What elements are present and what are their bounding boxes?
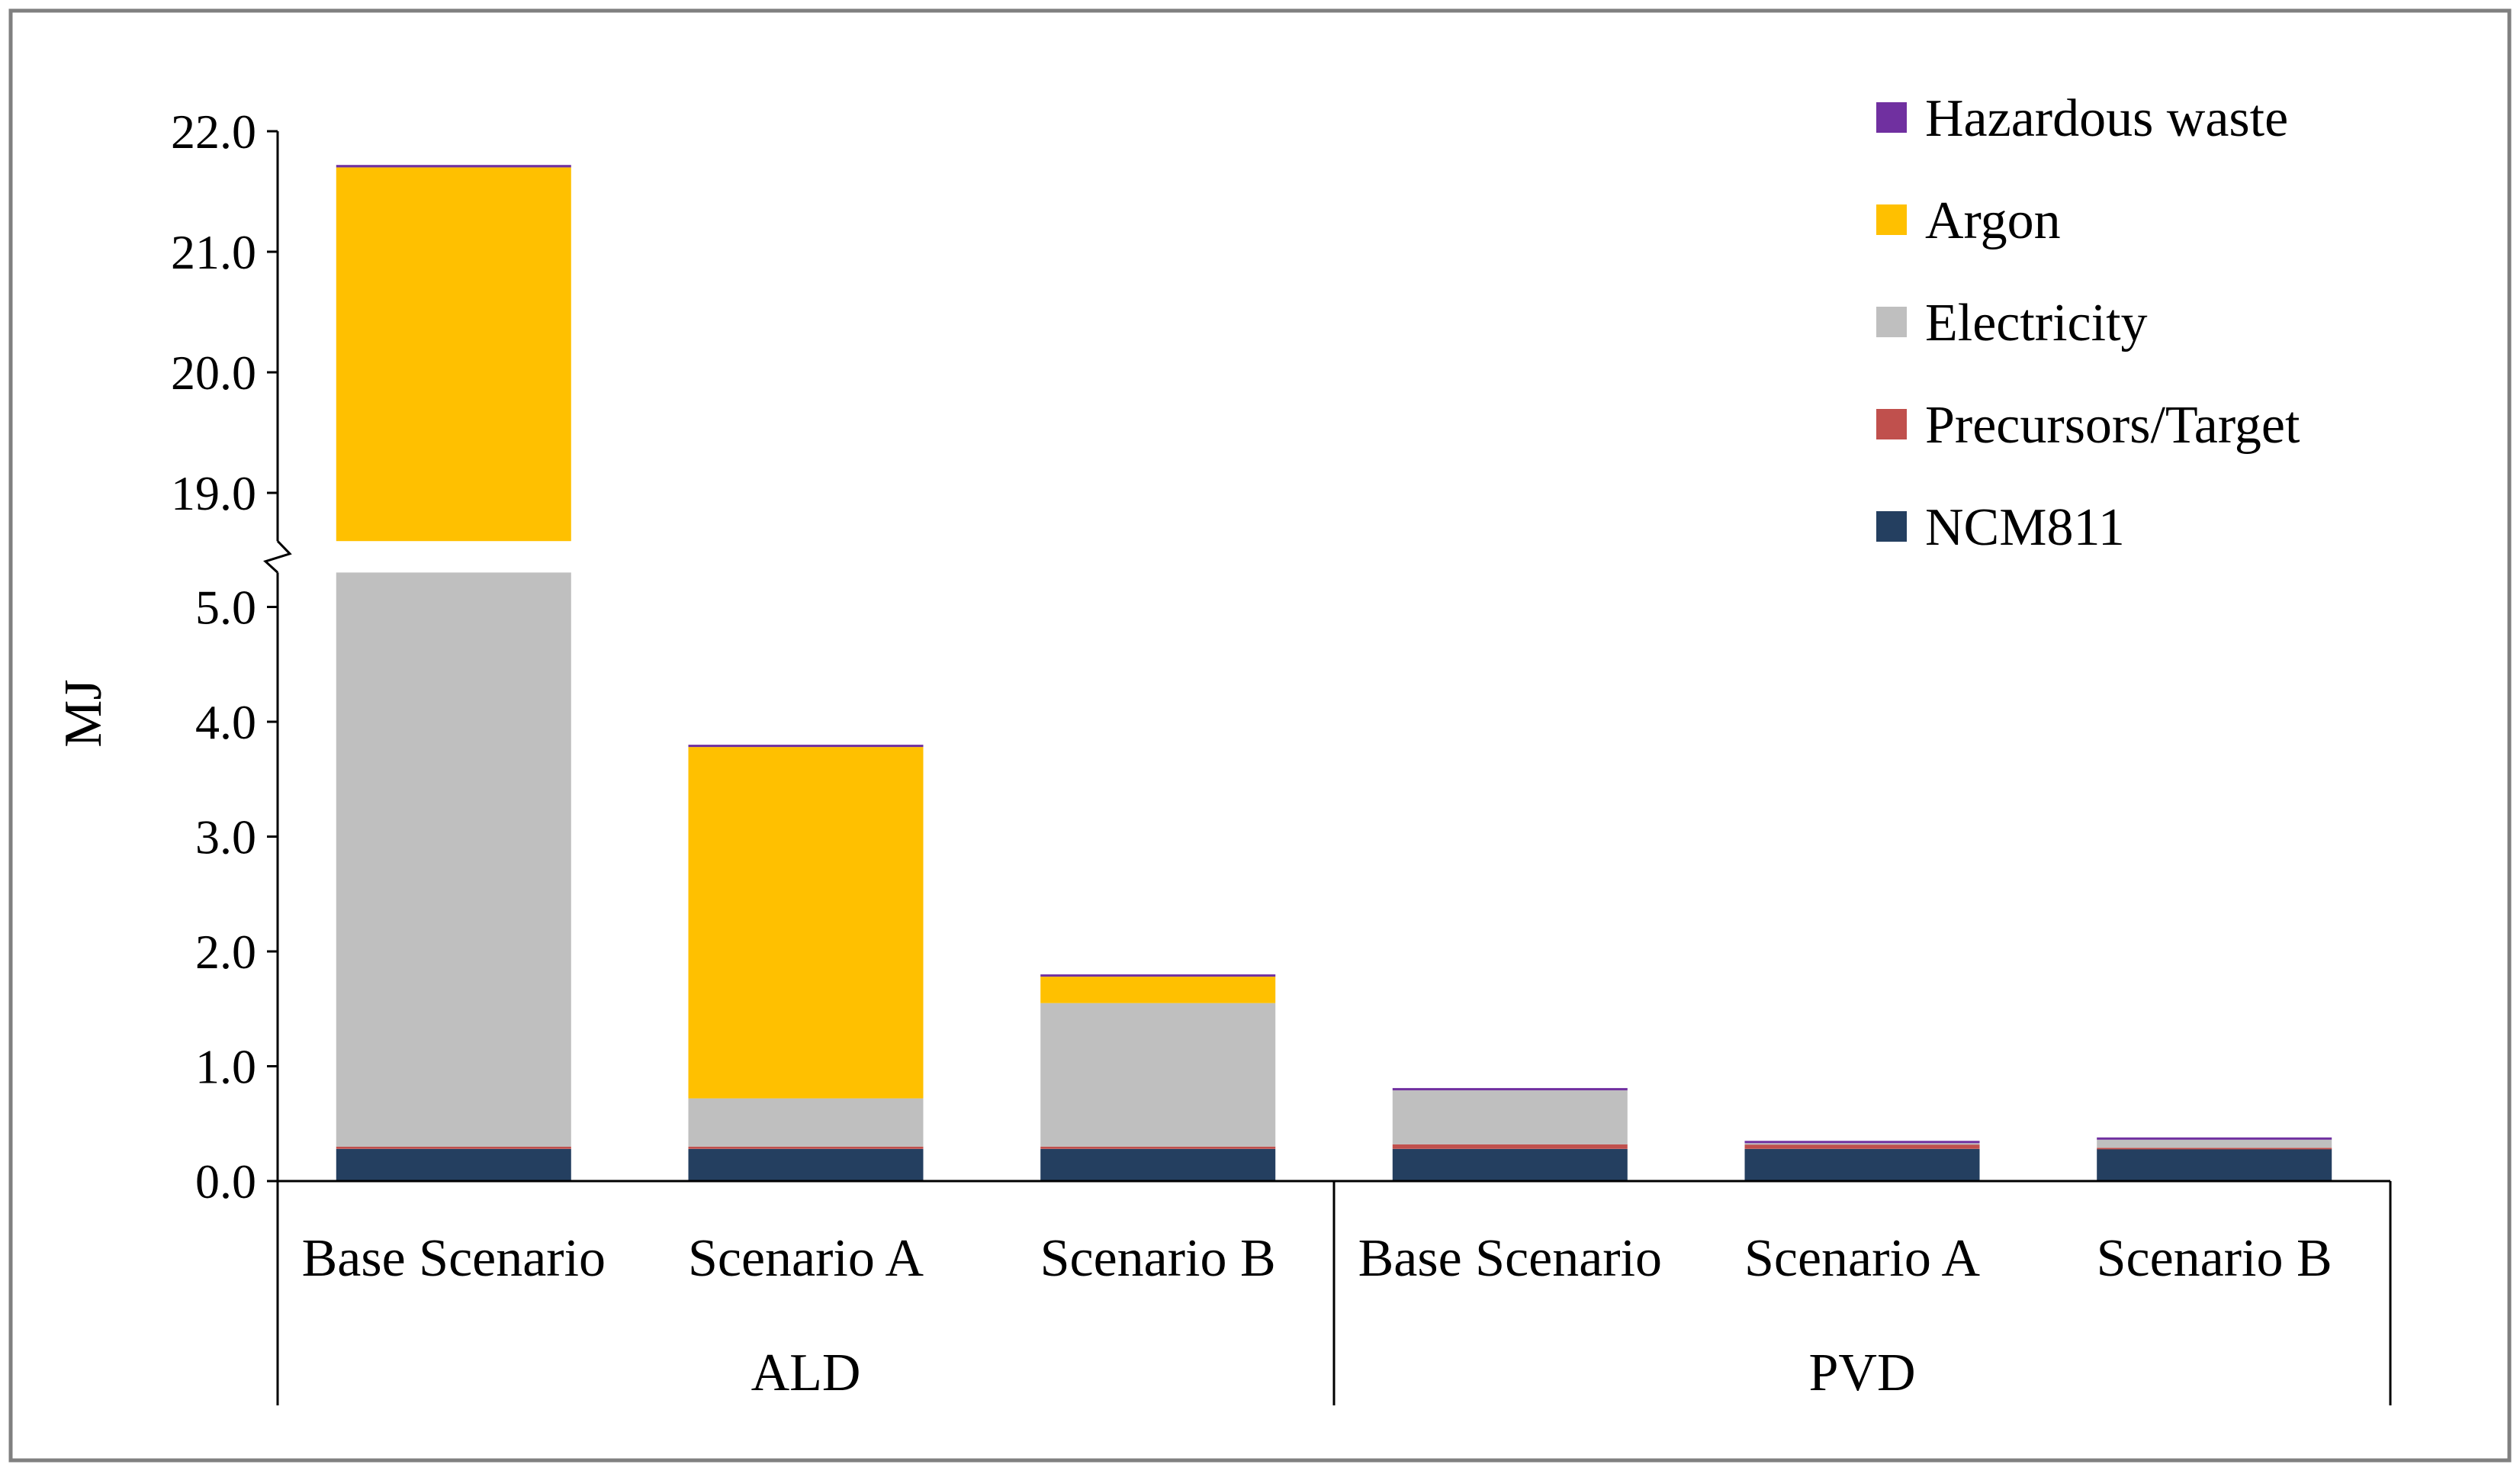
y-tick-label: 4.0	[195, 695, 256, 749]
legend-label: Precursors/Target	[1925, 396, 2300, 455]
x-category-label: Base Scenario	[302, 1229, 606, 1288]
legend-swatch	[1876, 102, 1907, 133]
bar-segment-hazardous-waste	[1040, 974, 1276, 977]
bar-segment-electricity	[688, 1098, 924, 1147]
x-category-label: Scenario B	[2097, 1229, 2332, 1288]
legend-swatch	[1876, 307, 1907, 337]
y-tick-label: 2.0	[195, 925, 256, 979]
bar-segment-argon	[1040, 977, 1276, 1003]
bar-segment-ncm811	[688, 1148, 924, 1181]
bar-segment-precursors-target	[688, 1146, 924, 1149]
bar-segment-precursors-target	[336, 1146, 571, 1149]
x-category-label: Base Scenario	[1358, 1229, 1662, 1288]
bar-segment-ncm811	[1744, 1148, 1980, 1181]
bar-segment-electricity	[2097, 1139, 2332, 1148]
y-tick-label: 19.0	[171, 466, 256, 520]
bar-segment-hazardous-waste	[688, 745, 924, 748]
bar-segment-argon	[336, 167, 571, 542]
bar-segment-ncm811	[1392, 1148, 1628, 1181]
legend-label: NCM811	[1925, 498, 2125, 557]
bar-segment-hazardous-waste	[1392, 1088, 1628, 1091]
legend-label: Hazardous waste	[1925, 89, 2288, 148]
bar-segment-argon	[688, 747, 924, 1099]
bar-segment-ncm811	[336, 1148, 571, 1181]
bar-segment-hazardous-waste	[336, 165, 571, 168]
y-tick-label: 20.0	[171, 346, 256, 400]
y-tick-label: 22.0	[171, 105, 256, 159]
bar-segment-precursors-target	[1040, 1146, 1276, 1149]
legend-swatch	[1876, 204, 1907, 235]
legend-swatch	[1876, 511, 1907, 542]
legend-swatch	[1876, 409, 1907, 439]
bar-segment-precursors-target	[1392, 1144, 1628, 1149]
bar-segment-electricity	[1040, 1003, 1276, 1147]
bar-segment-ncm811	[1040, 1148, 1276, 1181]
bar-segment-electricity	[1744, 1143, 1980, 1145]
x-group-label: ALD	[751, 1344, 861, 1402]
bar-segment-hazardous-waste	[1744, 1141, 1980, 1144]
y-tick-label: 1.0	[195, 1040, 256, 1094]
x-category-label: Scenario B	[1040, 1229, 1276, 1288]
bar-segment-hazardous-waste	[2097, 1137, 2332, 1140]
bar-segment-electricity	[1392, 1090, 1628, 1144]
x-group-label: PVD	[1808, 1344, 1915, 1402]
bar-segment-ncm811	[2097, 1148, 2332, 1181]
y-tick-label: 3.0	[195, 810, 256, 864]
x-category-label: Scenario A	[688, 1229, 924, 1288]
bar-segment-electricity	[336, 572, 571, 1147]
bar-segment-precursors-target	[2097, 1148, 2332, 1150]
bar-segment-precursors-target	[1744, 1144, 1980, 1149]
y-tick-label: 5.0	[195, 581, 256, 635]
y-tick-label: 21.0	[171, 225, 256, 279]
legend-label: Argon	[1925, 192, 2061, 250]
y-axis-title: MJ	[54, 679, 113, 747]
legend-label: Electricity	[1925, 294, 2148, 352]
x-category-label: Scenario A	[1744, 1229, 1981, 1288]
y-tick-label: 0.0	[195, 1154, 256, 1209]
axis-break-symbol	[263, 540, 292, 574]
